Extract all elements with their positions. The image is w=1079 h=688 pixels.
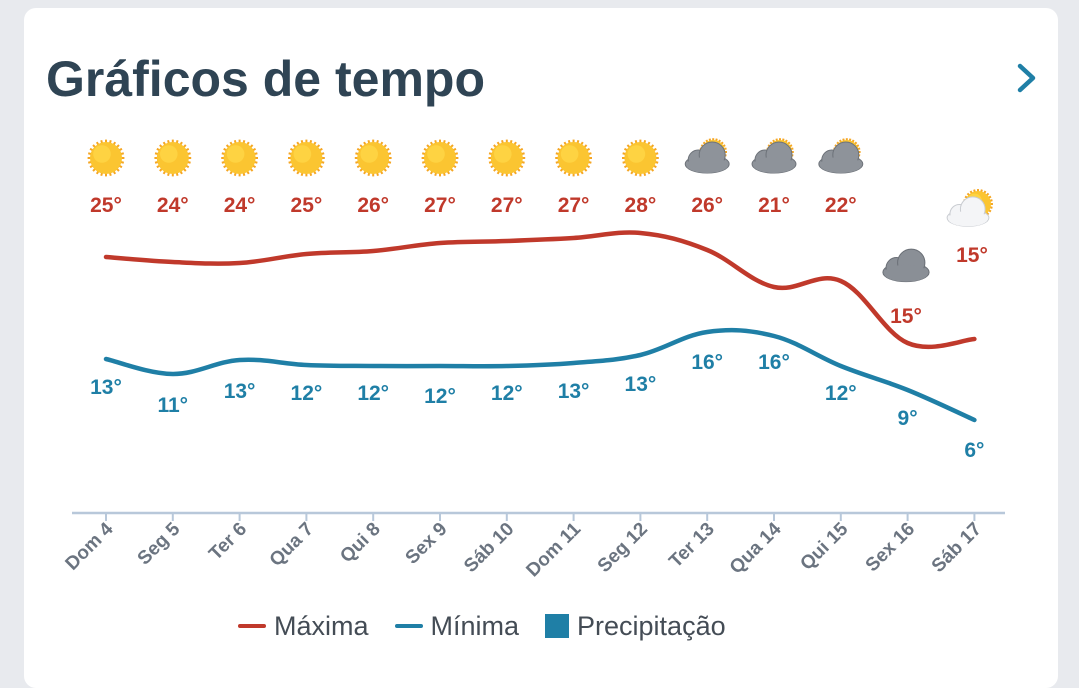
min-data-label: 12° (424, 385, 456, 408)
min-data-label: 12° (357, 382, 389, 405)
partly-cloudy-icon (818, 138, 864, 174)
min-data-label: 12° (825, 382, 857, 405)
legend-item-max[interactable]: Máxima (238, 611, 369, 642)
x-tick-label: Qua 7 (266, 519, 318, 571)
min-series-line (103, 327, 977, 423)
temperature-chart: 25° 24° 24° 25° 26° 27° 27° 27° 28° 26° 21° 22° 15° 1… (62, 138, 1005, 581)
max-data-label: 25° (291, 194, 323, 217)
sun-icon (421, 139, 459, 177)
legend-precip-swatch (545, 614, 570, 638)
min-data-label: 11° (157, 394, 188, 417)
x-tick-label: Ter 6 (205, 519, 251, 565)
sun-icon (87, 139, 125, 177)
sun-icon (488, 139, 526, 177)
max-data-label: 15° (956, 244, 988, 267)
max-data-label: 28° (625, 194, 657, 217)
max-data-label: 22° (825, 194, 857, 217)
x-tick-label: Ter 13 (665, 519, 718, 572)
x-tick-label: Qua 14 (726, 518, 786, 578)
max-data-label: 27° (491, 194, 523, 217)
sun-icon (154, 139, 192, 177)
partly-cloudy-icon (751, 138, 797, 174)
partly-cloudy-icon (684, 138, 730, 174)
x-tick-label: Dom 11 (522, 518, 585, 581)
sun-icon (555, 139, 592, 177)
max-data-label: 24° (224, 194, 256, 217)
page-title: Gráficos de tempo (46, 51, 485, 107)
legend-min-label: Mínima (430, 610, 520, 641)
min-data-label: 6° (964, 439, 984, 462)
max-data-label: 21° (758, 194, 790, 217)
weather-chart-card: Gráficos de tempo (24, 8, 1058, 688)
max-data-label: 27° (558, 194, 590, 217)
min-data-label: 12° (491, 382, 523, 405)
min-data-label: 13° (558, 380, 590, 403)
max-data-label: 15° (890, 305, 922, 328)
x-tick-label: Seg 12 (594, 519, 652, 577)
legend-max-label: Máxima (274, 610, 369, 641)
legend-item-precip[interactable]: Precipitação (545, 611, 726, 642)
x-tick-label: Seg 5 (134, 518, 185, 569)
legend-precip-label: Precipitação (577, 610, 726, 641)
max-data-label: 25° (90, 194, 122, 217)
x-tick-label: Dom 4 (62, 518, 118, 574)
sun-icon (288, 139, 325, 177)
min-data-label: 16° (691, 351, 723, 374)
min-data-label: 16° (758, 351, 790, 374)
legend-max-swatch (238, 624, 266, 628)
max-series-line (103, 230, 977, 350)
x-tick-label: Sex 9 (402, 519, 452, 569)
x-tick-label: Sáb 17 (928, 519, 986, 577)
max-data-label: 26° (691, 194, 723, 217)
x-tick-label: Qui 8 (336, 519, 384, 567)
sun-icon (354, 139, 392, 177)
chart-legend: Máxima Mínima Precipitação (238, 606, 752, 646)
min-data-label: 13° (224, 380, 256, 403)
partly-sunny-icon (946, 189, 993, 227)
min-data-label: 9° (898, 407, 918, 430)
max-data-label: 26° (357, 194, 389, 217)
max-data-label: 27° (424, 194, 456, 217)
chevron-right-icon[interactable] (1006, 58, 1046, 98)
max-data-label: 24° (157, 194, 189, 217)
x-tick-label: Sáb 10 (460, 519, 518, 577)
sun-icon (622, 139, 659, 177)
x-tick-label: Qui 15 (796, 518, 852, 574)
cloud-icon (882, 248, 930, 283)
legend-min-swatch (394, 624, 423, 628)
legend-item-min[interactable]: Mínima (394, 610, 520, 642)
x-tick-label: Sex 16 (862, 519, 919, 576)
sun-icon (221, 139, 258, 177)
min-data-label: 12° (291, 382, 323, 405)
min-data-label: 13° (90, 376, 122, 399)
min-data-label: 13° (625, 373, 657, 396)
